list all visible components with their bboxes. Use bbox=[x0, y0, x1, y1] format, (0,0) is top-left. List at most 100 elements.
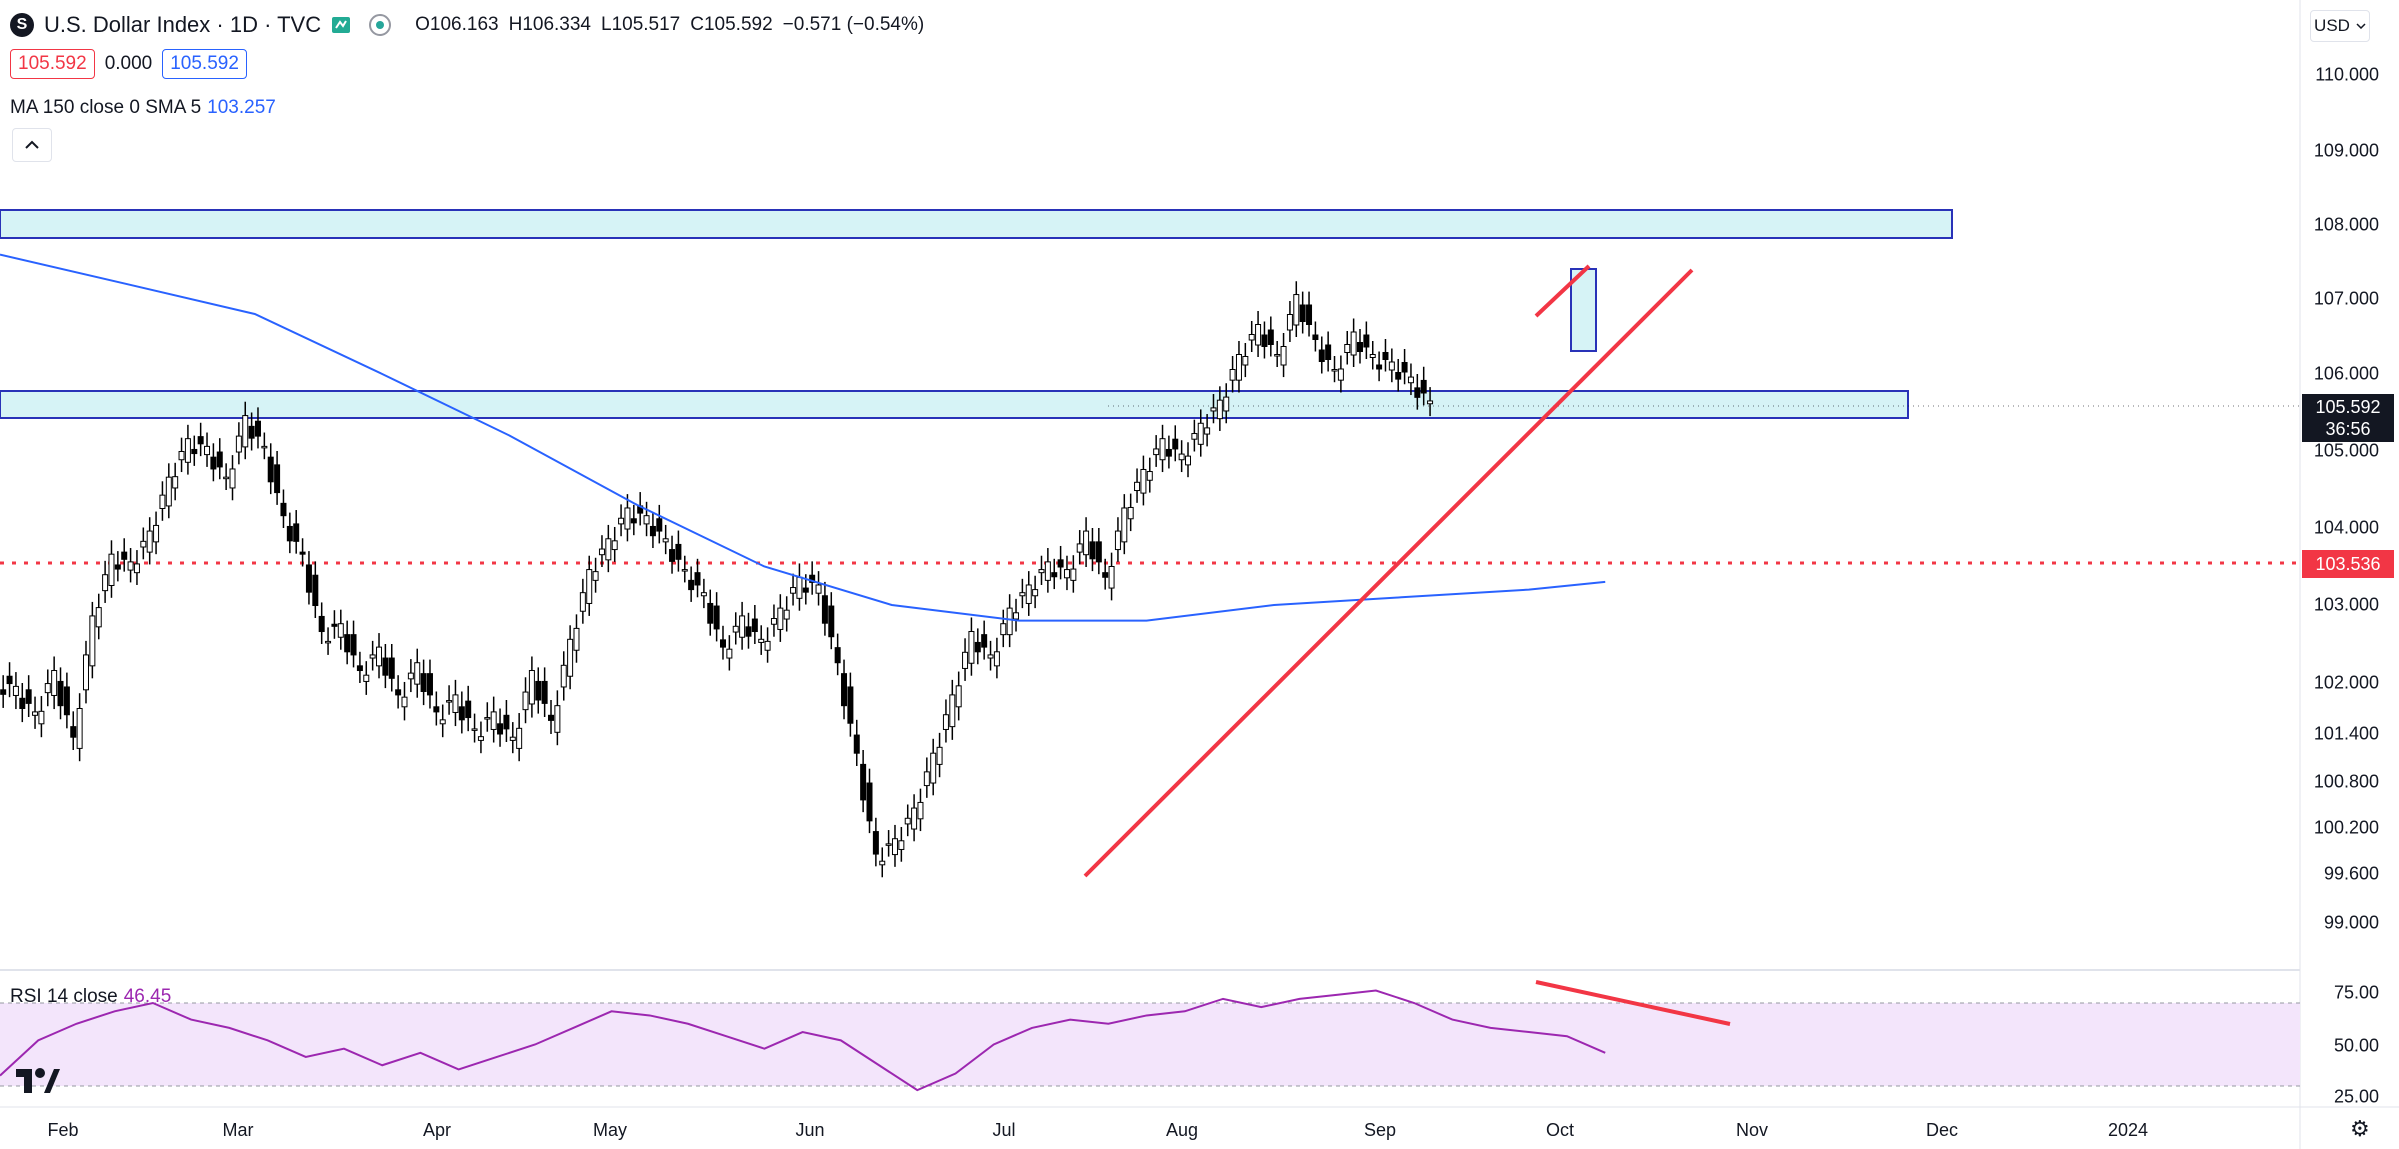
candle-up[interactable] bbox=[790, 587, 797, 594]
candle-down[interactable] bbox=[1261, 334, 1268, 347]
candle-up[interactable] bbox=[681, 569, 688, 572]
collapse-legend-button[interactable] bbox=[12, 128, 52, 162]
candle-up[interactable] bbox=[700, 592, 707, 597]
candle-up[interactable] bbox=[1044, 561, 1051, 581]
candle-up[interactable] bbox=[528, 670, 535, 705]
candle-down[interactable] bbox=[1414, 387, 1421, 398]
candle-down[interactable] bbox=[395, 689, 402, 696]
candle-up[interactable] bbox=[1216, 399, 1223, 420]
candle-down[interactable] bbox=[286, 525, 293, 542]
candle-up[interactable] bbox=[936, 746, 943, 765]
candle-up[interactable] bbox=[401, 696, 408, 708]
candle-down[interactable] bbox=[1102, 572, 1109, 578]
candle-down[interactable] bbox=[1172, 438, 1179, 450]
candle-up[interactable] bbox=[1197, 422, 1204, 445]
candle-up[interactable] bbox=[95, 607, 102, 628]
ma-150-line[interactable] bbox=[0, 253, 1606, 622]
candle-down[interactable] bbox=[828, 605, 835, 638]
candle-up[interactable] bbox=[1019, 592, 1026, 597]
rsi-legend[interactable]: RSI 14 close 46.45 bbox=[10, 986, 171, 1008]
candle-down[interactable] bbox=[713, 605, 720, 630]
candle-down[interactable] bbox=[809, 574, 816, 583]
candle-down[interactable] bbox=[1095, 541, 1102, 563]
candle-up[interactable] bbox=[968, 631, 975, 664]
candle-up[interactable] bbox=[446, 700, 453, 703]
candle-up[interactable] bbox=[1286, 314, 1293, 331]
candle-up[interactable] bbox=[153, 524, 160, 543]
candle-up[interactable] bbox=[1235, 354, 1242, 381]
candle-up[interactable] bbox=[955, 685, 962, 708]
candle-up[interactable] bbox=[165, 476, 172, 507]
candle-up[interactable] bbox=[624, 507, 631, 530]
candle-up[interactable] bbox=[1013, 612, 1020, 620]
candle-up[interactable] bbox=[949, 694, 956, 728]
candle-down[interactable] bbox=[1318, 349, 1325, 362]
candle-down[interactable] bbox=[248, 425, 255, 439]
candle-up[interactable] bbox=[554, 705, 561, 733]
top-highlight-box[interactable] bbox=[1570, 268, 1597, 352]
candle-up[interactable] bbox=[178, 451, 185, 461]
candle-up[interactable] bbox=[133, 563, 140, 574]
candle-up[interactable] bbox=[51, 670, 58, 696]
candle-up[interactable] bbox=[942, 714, 949, 730]
candle-up[interactable] bbox=[1146, 471, 1153, 481]
candle-up[interactable] bbox=[579, 592, 586, 612]
candle-up[interactable] bbox=[184, 438, 191, 463]
candle-up[interactable] bbox=[235, 435, 242, 453]
candle-down[interactable] bbox=[293, 523, 300, 542]
candle-down[interactable] bbox=[344, 634, 351, 653]
uptrend-line[interactable] bbox=[1083, 268, 1694, 878]
candle-down[interactable] bbox=[318, 615, 325, 633]
candle-down[interactable] bbox=[6, 675, 13, 685]
candle-up[interactable] bbox=[1006, 607, 1013, 636]
candle-up[interactable] bbox=[917, 801, 924, 820]
candle-up[interactable] bbox=[1076, 543, 1083, 553]
candle-up[interactable] bbox=[739, 615, 746, 638]
candle-down[interactable] bbox=[503, 714, 510, 730]
candle-up[interactable] bbox=[904, 817, 911, 825]
candle-down[interactable] bbox=[1401, 362, 1408, 373]
candle-down[interactable] bbox=[331, 623, 338, 627]
candle-down[interactable] bbox=[630, 518, 637, 524]
rsi-divergence-line[interactable] bbox=[1535, 980, 1731, 1026]
candle-down[interactable] bbox=[458, 706, 465, 721]
candle-up[interactable] bbox=[1063, 569, 1070, 579]
candle-up[interactable] bbox=[770, 618, 777, 625]
candle-up[interactable] bbox=[1331, 369, 1338, 372]
candle-down[interactable] bbox=[197, 436, 204, 445]
candle-up[interactable] bbox=[726, 648, 733, 659]
candle-up[interactable] bbox=[1427, 400, 1434, 405]
candle-up[interactable] bbox=[1274, 354, 1281, 357]
candle-up[interactable] bbox=[573, 627, 580, 651]
candle-up[interactable] bbox=[618, 517, 625, 525]
candle-up[interactable] bbox=[1255, 324, 1262, 346]
candle-down[interactable] bbox=[860, 763, 867, 801]
candle-down[interactable] bbox=[497, 723, 504, 735]
candle-up[interactable] bbox=[1248, 334, 1255, 341]
candle-down[interactable] bbox=[19, 697, 26, 709]
candle-up[interactable] bbox=[1032, 589, 1039, 597]
candle-down[interactable] bbox=[1267, 329, 1274, 345]
candle-up[interactable] bbox=[452, 694, 459, 713]
candle-up[interactable] bbox=[611, 540, 618, 551]
top-line[interactable] bbox=[1534, 264, 1591, 318]
candle-up[interactable] bbox=[1000, 623, 1007, 636]
candle-down[interactable] bbox=[305, 564, 312, 593]
candle-down[interactable] bbox=[847, 686, 854, 724]
candle-up[interactable] bbox=[1134, 481, 1141, 492]
candle-up[interactable] bbox=[325, 640, 332, 644]
candle-down[interactable] bbox=[841, 673, 848, 707]
resistance-zone[interactable] bbox=[0, 209, 1953, 239]
candle-up[interactable] bbox=[1204, 427, 1211, 435]
candle-down[interactable] bbox=[433, 706, 440, 713]
candle-up[interactable] bbox=[127, 561, 134, 571]
candle-up[interactable] bbox=[159, 494, 166, 509]
candle-up[interactable] bbox=[598, 548, 605, 556]
candle-down[interactable] bbox=[121, 551, 128, 560]
candle-up[interactable] bbox=[439, 719, 446, 725]
candle-down[interactable] bbox=[656, 518, 663, 532]
flag-icon[interactable] bbox=[331, 16, 351, 34]
candle-down[interactable] bbox=[751, 618, 758, 633]
candle-down[interactable] bbox=[274, 464, 281, 494]
candle-down[interactable] bbox=[254, 420, 261, 437]
